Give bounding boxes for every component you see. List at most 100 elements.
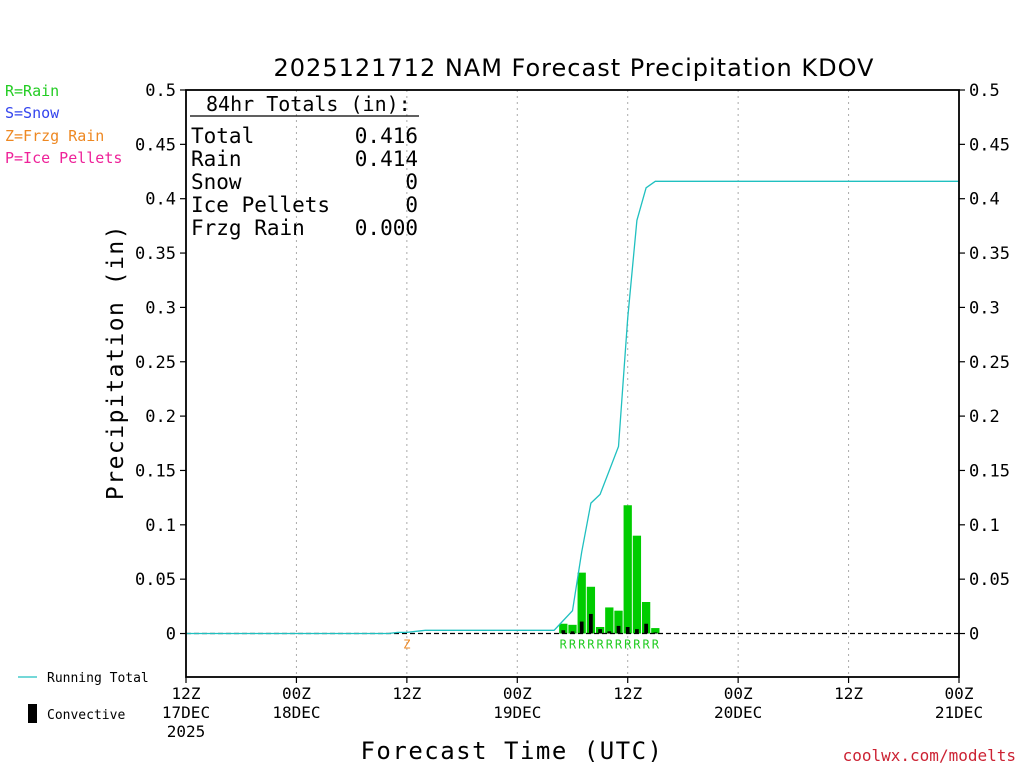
y-tick-label-right: 0.45 xyxy=(969,135,1010,155)
ptype-marker: R xyxy=(596,638,604,652)
x-tick-label: 12Z xyxy=(834,684,863,703)
y-axis-right: 0 0.05 0.1 0.15 0.2 0.25 0.3 0.35 0.4 0.45 0.5 xyxy=(959,81,1010,645)
y-tick-label-right: 0.5 xyxy=(969,81,1000,101)
ptype-marker: R xyxy=(633,638,641,652)
convective-bar xyxy=(635,629,639,634)
totals-value-total: 0.416 xyxy=(355,124,418,148)
rain-bars xyxy=(559,505,660,634)
x-tick-label: 12Z xyxy=(392,684,421,703)
y-tick-label-right: 0 xyxy=(969,625,979,645)
x-tick-label: 12Z xyxy=(172,684,201,703)
totals-label-snow: Snow xyxy=(191,170,242,194)
y-tick-label-left: 0.5 xyxy=(145,81,176,101)
y-tick-label-left: 0.3 xyxy=(145,298,176,318)
rain-bar xyxy=(559,623,568,634)
totals-label-ice-pellets: Ice Pellets xyxy=(191,193,330,217)
convective-bar xyxy=(570,631,575,634)
convective-bar xyxy=(653,632,658,634)
y-tick-label-left: 0.15 xyxy=(135,461,176,481)
ptype-marker: R xyxy=(615,638,623,652)
x-tick-label: 19DEC xyxy=(493,703,541,722)
x-tick-label: 2025 xyxy=(167,722,206,741)
totals-box: 84hr Totals (in): Total 0.416 Rain 0.414… xyxy=(190,92,419,240)
totals-label-frzg-rain: Frzg Rain xyxy=(191,216,305,240)
totals-label-total: Total xyxy=(191,124,254,148)
y-tick-label-left: 0.05 xyxy=(135,570,176,590)
chart-title: 2025121712 NAM Forecast Precipitation KD… xyxy=(274,54,875,82)
y-tick-label-right: 0.15 xyxy=(969,461,1010,481)
ptype-marker: R xyxy=(569,638,577,652)
rain-bar xyxy=(641,601,651,634)
rain-bar xyxy=(614,610,623,634)
plot-frame xyxy=(185,89,960,678)
y-tick-label-left: 0 xyxy=(166,625,176,645)
convective-bar xyxy=(598,629,602,634)
series-legend: Running Total Convective xyxy=(18,671,149,723)
running-total-legend-label: Running Total xyxy=(47,671,149,686)
x-tick-label: 00Z xyxy=(945,684,974,703)
convective-bar xyxy=(616,625,621,634)
ptype-marker: R xyxy=(606,638,614,652)
legend-ice-pellets-code: P=Ice Pellets xyxy=(5,149,122,167)
ptype-marker: R xyxy=(587,638,595,652)
y-tick-label-right: 0.35 xyxy=(969,244,1010,264)
convective-bar xyxy=(579,621,584,634)
totals-value-rain: 0.414 xyxy=(355,147,418,171)
running-total-line xyxy=(186,180,959,635)
y-tick-label-left: 0.35 xyxy=(135,244,176,264)
x-tick-label: 00Z xyxy=(503,684,532,703)
y-tick-label-right: 0.4 xyxy=(969,190,1000,210)
y-axis-label: Precipitation (in) xyxy=(103,224,129,500)
ptype-marker: R xyxy=(624,638,632,652)
y-tick-label-right: 0.1 xyxy=(969,516,1000,536)
rain-bar xyxy=(605,607,614,634)
ptype-marker: Z xyxy=(403,638,410,652)
y-tick-label-right: 0.2 xyxy=(969,407,1000,427)
y-tick-label-right: 0.3 xyxy=(969,298,1000,318)
rain-bar xyxy=(586,586,596,634)
ptype-marker: R xyxy=(643,638,651,652)
ptype-marker: R xyxy=(652,638,660,652)
rain-bar xyxy=(568,624,577,634)
convective-bar xyxy=(625,626,630,634)
convective-bar xyxy=(561,630,566,634)
x-tick-label: 18DEC xyxy=(272,703,320,722)
ptype-legend: R=Rain S=Snow Z=Frzg Rain P=Ice Pellets xyxy=(5,82,122,167)
convective-legend-label: Convective xyxy=(47,708,125,723)
y-axis-left: 0 0.05 0.1 0.15 0.2 0.25 0.3 0.35 0.4 0.45 0.5 xyxy=(135,81,186,645)
x-tick-label: 21DEC xyxy=(935,703,983,722)
x-tick-label: 12Z xyxy=(613,684,642,703)
totals-heading: 84hr Totals (in): xyxy=(206,92,411,116)
rain-bar xyxy=(632,535,642,634)
rain-bar xyxy=(651,628,660,634)
convective-bars xyxy=(561,613,658,634)
x-axis-label: Forecast Time (UTC) xyxy=(360,737,663,765)
legend-snow-code: S=Snow xyxy=(5,104,60,122)
convective-bar xyxy=(607,631,612,634)
rain-bar xyxy=(577,572,586,634)
x-tick-label: 20DEC xyxy=(714,703,762,722)
y-tick-label-left: 0.4 xyxy=(145,190,176,210)
y-tick-label-right: 0.25 xyxy=(969,353,1010,373)
y-tick-label-left: 0.1 xyxy=(145,516,176,536)
legend-rain-code: R=Rain xyxy=(5,82,59,100)
vertical-gridlines xyxy=(295,90,850,677)
x-tick-label: 00Z xyxy=(724,684,753,703)
ptype-marker: R xyxy=(578,638,586,652)
y-tick-label-right: 0.05 xyxy=(969,570,1010,590)
totals-label-rain: Rain xyxy=(191,147,242,171)
convective-bar xyxy=(644,623,648,634)
rain-bar xyxy=(623,505,632,634)
totals-value-ice-pellets: 0 xyxy=(405,193,418,217)
totals-value-snow: 0 xyxy=(405,170,418,194)
x-tick-label: 00Z xyxy=(282,684,311,703)
y-tick-label-left: 0.2 xyxy=(145,407,176,427)
y-tick-label-left: 0.45 xyxy=(135,135,176,155)
x-tick-label: 17DEC xyxy=(162,703,210,722)
convective-legend-swatch xyxy=(28,704,37,723)
totals-value-frzg-rain: 0.000 xyxy=(355,216,418,240)
y-tick-label-left: 0.25 xyxy=(135,353,176,373)
